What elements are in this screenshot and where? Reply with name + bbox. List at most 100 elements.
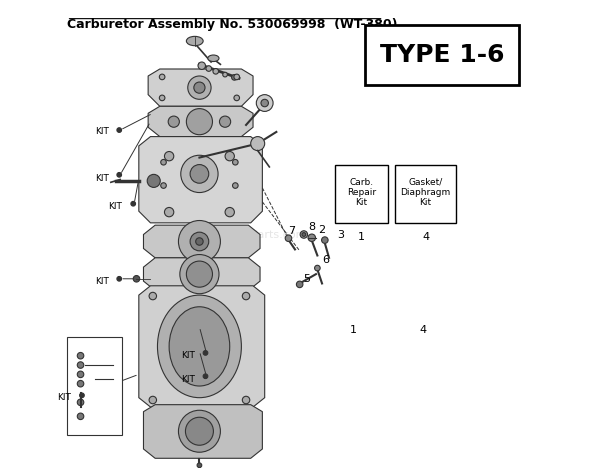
Text: KIT: KIT	[94, 128, 109, 136]
Polygon shape	[143, 405, 263, 458]
Text: 6: 6	[322, 255, 329, 265]
FancyBboxPatch shape	[67, 337, 123, 435]
Circle shape	[261, 99, 268, 107]
Circle shape	[242, 396, 250, 404]
Circle shape	[80, 393, 84, 398]
Ellipse shape	[186, 37, 203, 45]
Text: 5: 5	[303, 274, 310, 284]
Polygon shape	[143, 258, 260, 290]
Circle shape	[117, 128, 122, 132]
Circle shape	[314, 265, 320, 271]
Circle shape	[160, 183, 166, 189]
Text: 4: 4	[419, 325, 427, 335]
Ellipse shape	[169, 307, 230, 386]
Circle shape	[234, 95, 240, 101]
Circle shape	[213, 68, 218, 74]
Text: 4: 4	[422, 232, 429, 242]
Text: Carb.: Carb.	[349, 178, 373, 187]
Text: KIT: KIT	[109, 202, 123, 211]
Circle shape	[219, 116, 231, 127]
Circle shape	[133, 275, 140, 282]
Circle shape	[206, 66, 212, 71]
Text: KIT: KIT	[94, 277, 109, 286]
Text: KIT: KIT	[94, 174, 109, 183]
Text: 8: 8	[308, 221, 315, 232]
Text: KIT: KIT	[181, 351, 195, 360]
Circle shape	[232, 75, 237, 80]
Circle shape	[223, 72, 227, 77]
Text: Gasket/: Gasket/	[408, 178, 442, 187]
Circle shape	[149, 396, 156, 404]
Circle shape	[117, 276, 122, 281]
Circle shape	[165, 207, 174, 217]
Circle shape	[77, 362, 84, 368]
Text: KIT: KIT	[57, 393, 71, 402]
Circle shape	[242, 292, 250, 300]
Text: 2: 2	[319, 225, 326, 235]
Circle shape	[131, 201, 136, 206]
Circle shape	[77, 380, 84, 387]
Circle shape	[256, 95, 273, 112]
Text: eReplacementParts.com: eReplacementParts.com	[171, 229, 307, 240]
Circle shape	[197, 463, 202, 468]
Circle shape	[194, 82, 205, 93]
Circle shape	[198, 62, 205, 69]
Circle shape	[77, 399, 84, 406]
Text: Kit: Kit	[419, 198, 432, 207]
Circle shape	[225, 151, 234, 161]
Circle shape	[168, 116, 179, 127]
Circle shape	[196, 260, 203, 268]
Text: 3: 3	[337, 229, 344, 240]
Circle shape	[300, 231, 307, 238]
FancyBboxPatch shape	[365, 25, 519, 85]
Circle shape	[296, 281, 303, 287]
Circle shape	[322, 237, 328, 243]
Circle shape	[178, 220, 221, 263]
Text: Kit: Kit	[355, 198, 368, 207]
Polygon shape	[139, 286, 265, 407]
Circle shape	[186, 261, 212, 287]
Ellipse shape	[208, 55, 219, 61]
Circle shape	[160, 159, 166, 165]
Text: TYPE 1-6: TYPE 1-6	[379, 43, 504, 67]
Ellipse shape	[158, 295, 241, 398]
Circle shape	[117, 173, 122, 177]
Circle shape	[190, 232, 209, 251]
Circle shape	[232, 159, 238, 165]
Circle shape	[159, 74, 165, 80]
FancyBboxPatch shape	[335, 165, 388, 223]
Circle shape	[77, 353, 84, 359]
Polygon shape	[148, 69, 253, 106]
Text: Carburetor Assembly No. 530069998  (WT-380): Carburetor Assembly No. 530069998 (WT-38…	[67, 18, 397, 30]
Polygon shape	[139, 136, 263, 223]
Circle shape	[185, 417, 214, 445]
Text: 7: 7	[288, 226, 295, 236]
Circle shape	[159, 95, 165, 101]
Circle shape	[285, 235, 291, 242]
Circle shape	[232, 183, 238, 189]
Circle shape	[234, 74, 240, 80]
Circle shape	[180, 255, 219, 294]
Circle shape	[196, 238, 203, 245]
Circle shape	[302, 233, 306, 236]
Text: 1: 1	[350, 325, 357, 335]
Circle shape	[251, 136, 265, 151]
Circle shape	[225, 207, 234, 217]
Circle shape	[149, 292, 156, 300]
Text: Repair: Repair	[347, 188, 376, 197]
FancyBboxPatch shape	[395, 165, 456, 223]
Circle shape	[190, 165, 209, 183]
Circle shape	[308, 234, 316, 242]
Circle shape	[165, 151, 174, 161]
Circle shape	[77, 413, 84, 420]
Circle shape	[181, 155, 218, 193]
Text: 1: 1	[358, 232, 365, 242]
Circle shape	[77, 371, 84, 378]
Circle shape	[178, 410, 221, 452]
Polygon shape	[148, 106, 253, 136]
Circle shape	[186, 109, 212, 135]
Circle shape	[203, 374, 208, 378]
Polygon shape	[143, 225, 260, 258]
Text: KIT: KIT	[181, 375, 195, 384]
Circle shape	[203, 351, 208, 355]
